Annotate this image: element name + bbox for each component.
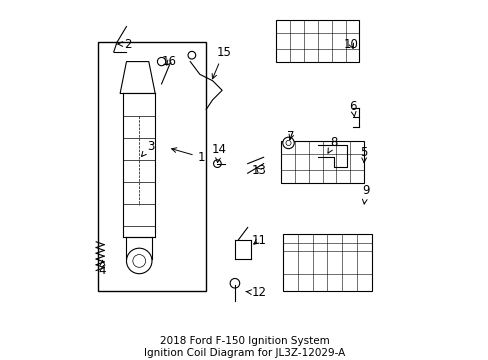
Text: 11: 11 [251, 234, 266, 247]
Text: 3: 3 [141, 140, 154, 157]
Text: 1: 1 [171, 148, 205, 164]
Text: 5: 5 [360, 146, 367, 163]
Polygon shape [120, 62, 155, 94]
Text: 4: 4 [99, 260, 106, 277]
Circle shape [133, 255, 145, 267]
Text: 15: 15 [212, 45, 231, 79]
Text: 12: 12 [245, 286, 266, 300]
Text: 14: 14 [211, 143, 226, 163]
Circle shape [213, 160, 221, 167]
Text: 2: 2 [118, 37, 132, 50]
Text: 10: 10 [343, 37, 358, 50]
Text: 13: 13 [251, 163, 266, 176]
Circle shape [285, 140, 290, 145]
Text: 8: 8 [327, 136, 337, 153]
Text: 2018 Ford F-150 Ignition System
Ignition Coil Diagram for JL3Z-12029-A: 2018 Ford F-150 Ignition System Ignition… [143, 336, 345, 357]
Circle shape [282, 137, 294, 149]
Text: 16: 16 [162, 55, 177, 68]
Text: 6: 6 [348, 100, 356, 116]
Circle shape [157, 58, 165, 66]
Bar [276, 20, 359, 62]
Circle shape [230, 279, 239, 288]
Circle shape [188, 51, 195, 59]
Circle shape [126, 248, 152, 274]
Text: 7: 7 [286, 130, 294, 143]
Text: 9: 9 [361, 184, 369, 204]
Bar [281, 141, 364, 183]
Bar [98, 42, 206, 291]
Bar [282, 234, 371, 291]
